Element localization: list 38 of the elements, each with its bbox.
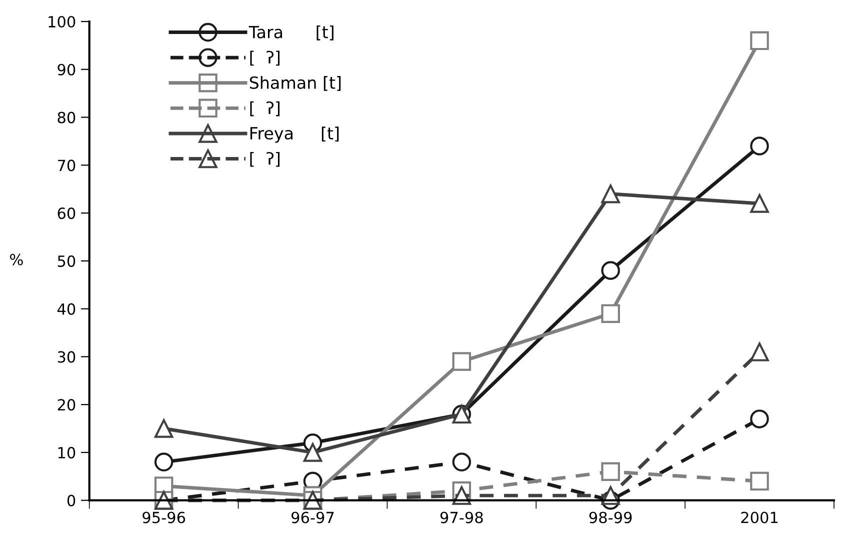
legend-label: Freya [t] xyxy=(250,126,339,143)
y-axis-title: % xyxy=(10,254,23,266)
y-tick-label: 20 xyxy=(58,399,76,411)
y-tick-label: 70 xyxy=(58,160,76,172)
legend-label: [ ʔ] xyxy=(250,152,280,167)
point xyxy=(154,452,174,472)
y-tick-label: 40 xyxy=(57,303,76,315)
legend-label: [ ʔ] xyxy=(250,50,280,66)
y-tick-label: 10 xyxy=(58,446,76,458)
y-tick-label: 100 xyxy=(48,16,76,28)
x-tick-label: 96-97 xyxy=(292,512,334,524)
y-tick-label: 0 xyxy=(67,494,76,506)
point xyxy=(750,342,769,362)
y-tick-label: 80 xyxy=(58,112,76,124)
point xyxy=(452,352,472,371)
point xyxy=(452,452,472,472)
legend-label: Shaman [t] xyxy=(250,76,341,91)
x-tick-label: 97-98 xyxy=(440,512,483,524)
point xyxy=(601,462,620,481)
point xyxy=(601,184,620,204)
point xyxy=(750,472,769,491)
point xyxy=(601,261,620,280)
point xyxy=(303,443,322,462)
y-tick-label: 90 xyxy=(58,64,76,76)
point xyxy=(601,304,620,323)
y-tick-label: 30 xyxy=(58,351,76,363)
x-tick-label: 2001 xyxy=(741,512,778,524)
y-tick-label: 60 xyxy=(58,208,76,220)
point xyxy=(750,194,769,213)
legend-label: Tara [t] xyxy=(248,25,334,40)
y-tick-label: 50 xyxy=(58,255,76,267)
x-tick-label: 98-99 xyxy=(589,512,632,524)
point xyxy=(750,410,769,428)
legend-label: [ ʔ] xyxy=(250,101,280,116)
point xyxy=(154,419,174,438)
point xyxy=(750,31,769,50)
point xyxy=(750,136,769,156)
x-tick-label: 95-96 xyxy=(142,512,186,524)
